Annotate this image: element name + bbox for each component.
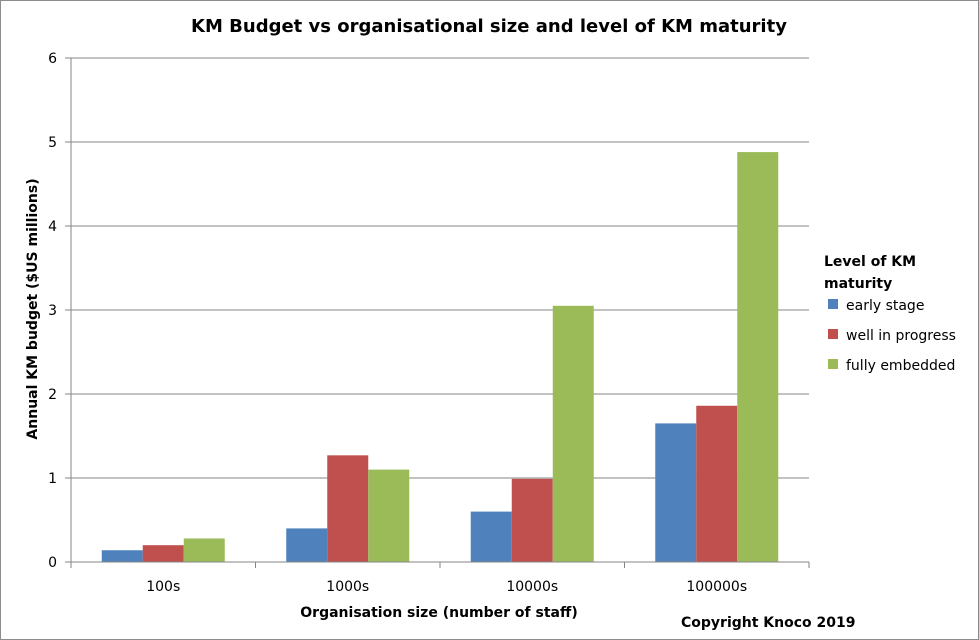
bar-early-stage-1000s	[286, 528, 328, 562]
x-axis: 100s 1000s 10000s 100000s	[70, 58, 810, 595]
x-tick-label: 100s	[146, 579, 180, 595]
bar-well-in-progress-100s	[142, 545, 184, 562]
bar-well-in-progress-1000s	[327, 455, 369, 562]
bar-fully-embedded-1000s	[368, 469, 410, 562]
bar-early-stage-10000s	[470, 511, 512, 562]
legend-title-line2: maturity	[824, 276, 892, 292]
bar-early-stage-100s	[101, 550, 143, 562]
y-axis-title: Annual KM budget ($US millions)	[25, 178, 41, 439]
legend-label: well in progress	[846, 328, 956, 344]
x-axis-title: Organisation size (number of staff)	[300, 605, 577, 621]
y-tick-label: 5	[48, 135, 57, 151]
legend: Level of KM maturity early stage well in …	[824, 254, 956, 374]
legend-items: early stage well in progress fully embedde…	[828, 298, 956, 374]
bar-early-stage-100000s	[655, 423, 697, 562]
y-tick-label: 3	[48, 303, 57, 319]
y-tick-label: 1	[48, 471, 57, 487]
y-tick-label: 4	[48, 219, 57, 235]
legend-label: fully embedded	[846, 358, 955, 374]
bars	[101, 152, 779, 562]
y-tick-label: 0	[48, 555, 57, 571]
x-tick-label: 1000s	[326, 579, 369, 595]
legend-swatch	[828, 329, 838, 339]
copyright-note: Copyright Knoco 2019	[681, 615, 856, 631]
x-tick-label: 100000s	[686, 579, 747, 595]
bar-fully-embedded-10000s	[552, 305, 594, 562]
y-axis-ticks: 0 1 2 3 4 5 6	[48, 51, 71, 571]
legend-title-line1: Level of KM	[824, 254, 916, 270]
bar-well-in-progress-100000s	[696, 405, 738, 562]
bar-well-in-progress-10000s	[511, 478, 553, 562]
legend-label: early stage	[846, 298, 924, 314]
y-tick-label: 2	[48, 387, 57, 403]
legend-swatch	[828, 359, 838, 369]
bar-fully-embedded-100000s	[737, 152, 779, 562]
chart-title: KM Budget vs organisational size and lev…	[191, 16, 787, 37]
y-tick-label: 6	[48, 51, 57, 67]
bar-fully-embedded-100s	[183, 538, 225, 562]
x-tick-label: 10000s	[506, 579, 558, 595]
legend-swatch	[828, 299, 838, 309]
